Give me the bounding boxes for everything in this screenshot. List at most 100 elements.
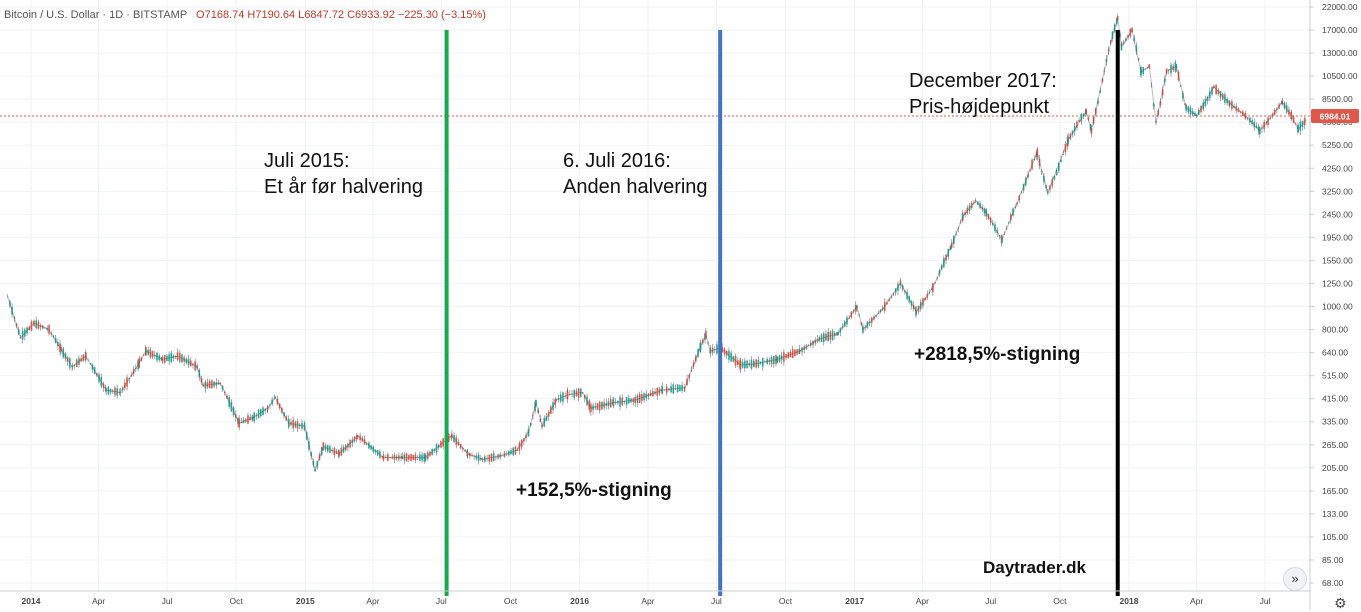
candle-body bbox=[290, 421, 292, 426]
candle-body bbox=[759, 361, 762, 364]
candle-body bbox=[1022, 183, 1025, 191]
candle-body bbox=[692, 362, 695, 367]
candle-body bbox=[442, 438, 444, 447]
candle-body bbox=[1003, 233, 1005, 235]
candle-body bbox=[934, 282, 936, 284]
candle-body bbox=[391, 456, 394, 459]
candle-body bbox=[431, 448, 433, 455]
candle-body bbox=[66, 357, 69, 362]
candle-body bbox=[492, 453, 495, 462]
candle-body bbox=[1251, 120, 1253, 125]
candle-body bbox=[514, 446, 517, 455]
candle-body bbox=[137, 360, 139, 370]
candle-body bbox=[532, 415, 534, 417]
candle-body bbox=[393, 455, 396, 460]
candle-body bbox=[744, 360, 746, 369]
y-tick-label: 85.00 bbox=[1322, 555, 1344, 565]
candle-body bbox=[1018, 195, 1021, 201]
candle-body bbox=[619, 397, 621, 407]
candle-body bbox=[223, 391, 226, 394]
candle-body bbox=[588, 400, 591, 410]
candle-body bbox=[384, 457, 387, 459]
candle-body bbox=[1040, 171, 1043, 172]
candle-body bbox=[652, 390, 654, 397]
candle-body bbox=[1255, 125, 1258, 129]
y-tick-label: 2450.00 bbox=[1322, 209, 1353, 219]
candle-body bbox=[989, 217, 992, 223]
candle-body bbox=[405, 453, 408, 462]
candle-body bbox=[50, 333, 53, 334]
candle-body bbox=[35, 320, 38, 329]
candle-body bbox=[1036, 148, 1039, 158]
candle-body bbox=[702, 340, 704, 344]
candle-body bbox=[130, 374, 133, 376]
candle-body bbox=[794, 349, 796, 357]
candle-body bbox=[541, 425, 543, 428]
candle-body bbox=[919, 301, 922, 309]
candle-body bbox=[550, 406, 552, 414]
candle-body bbox=[194, 361, 196, 371]
candle-body bbox=[621, 397, 624, 406]
candle-body bbox=[135, 367, 137, 369]
candle-body bbox=[1253, 121, 1256, 128]
candle-body bbox=[1281, 100, 1284, 105]
candle-body bbox=[1226, 98, 1228, 104]
candle-body bbox=[748, 363, 751, 366]
candle-body bbox=[625, 397, 628, 405]
candle-body bbox=[303, 422, 306, 430]
candle-body bbox=[886, 302, 888, 305]
candle-body bbox=[529, 422, 532, 426]
candle-body bbox=[276, 398, 279, 405]
candle-body bbox=[217, 382, 220, 385]
candle-body bbox=[497, 454, 499, 459]
candle-body bbox=[674, 388, 677, 390]
candle-body bbox=[789, 351, 792, 358]
candle-body bbox=[1058, 162, 1060, 171]
candle-body bbox=[370, 445, 372, 450]
candle-body bbox=[854, 305, 857, 312]
candle-body bbox=[778, 355, 781, 362]
candle-body bbox=[13, 316, 16, 319]
double-chevron-right-icon[interactable]: » bbox=[1283, 567, 1307, 591]
candle-body bbox=[841, 326, 844, 328]
candle-body bbox=[448, 434, 450, 442]
y-tick-label: 640.00 bbox=[1322, 348, 1348, 358]
candle-body bbox=[852, 310, 855, 312]
x-tick-label: Jul bbox=[985, 596, 996, 606]
candle-body bbox=[1089, 124, 1092, 131]
candle-body bbox=[314, 469, 316, 472]
candle-body bbox=[799, 350, 801, 352]
candle-body bbox=[109, 388, 112, 393]
candle-body bbox=[864, 327, 866, 328]
candle-body bbox=[247, 415, 249, 424]
candle-body bbox=[987, 213, 990, 219]
candle-body bbox=[981, 207, 984, 210]
candle-body bbox=[812, 340, 814, 346]
candle-body bbox=[571, 393, 573, 395]
candle-body bbox=[780, 355, 783, 360]
candle-body bbox=[577, 388, 580, 398]
candle-body bbox=[234, 414, 237, 418]
candle-body bbox=[495, 456, 497, 458]
candle-body bbox=[221, 385, 224, 390]
x-tick-label: Oct bbox=[1053, 596, 1067, 606]
candle-body bbox=[1276, 108, 1278, 111]
candle-body bbox=[1009, 214, 1012, 221]
candle-body bbox=[1244, 113, 1247, 119]
candle-body bbox=[547, 412, 550, 417]
candle-body bbox=[1224, 94, 1226, 103]
y-tick-label: 1250.00 bbox=[1322, 278, 1353, 288]
candle-body bbox=[596, 403, 599, 410]
candle-body bbox=[1087, 117, 1090, 120]
x-axis: 2014 Apr Jul Oct 2015 Apr Jul Oct 2016 Apr Jul Oct 2… bbox=[22, 596, 1271, 606]
candle-body bbox=[395, 456, 398, 459]
gear-icon[interactable]: ⚙ bbox=[1334, 596, 1347, 612]
candle-body bbox=[466, 451, 469, 456]
brand-watermark: Daytrader.dk bbox=[983, 558, 1086, 577]
candle-body bbox=[340, 447, 343, 456]
candle-body bbox=[1111, 31, 1114, 39]
candle-body bbox=[709, 350, 712, 352]
candle-body bbox=[326, 445, 329, 452]
candle-body bbox=[1152, 103, 1155, 107]
candle-body bbox=[739, 360, 742, 370]
